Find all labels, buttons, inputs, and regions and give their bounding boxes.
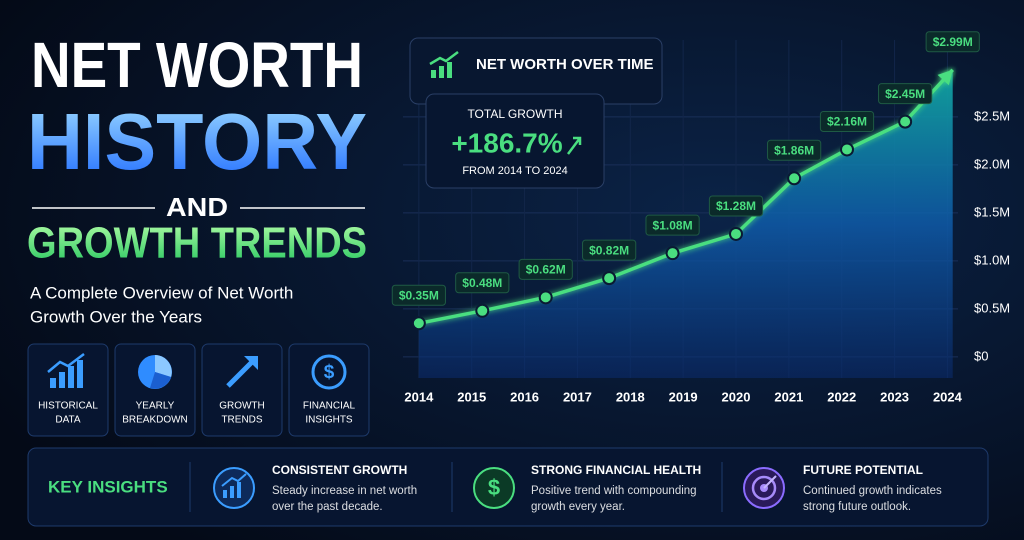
feature-label: GROWTH <box>219 401 265 412</box>
feature-label: BREAKDOWN <box>122 415 188 426</box>
x-tick-label: 2024 <box>933 389 963 404</box>
x-tick-label: 2016 <box>510 389 539 404</box>
x-tick-label: 2017 <box>563 389 592 404</box>
value-label-box <box>391 284 446 306</box>
value-label: $0.62M <box>526 263 566 277</box>
subtitle: Growth Over the Years <box>30 307 202 326</box>
x-tick-label: 2014 <box>404 389 434 404</box>
feature-card: $ FINANCIAL INSIGHTS <box>288 343 370 437</box>
value-label: $2.16M <box>827 115 867 129</box>
growth-period: FROM 2014 TO 2024 <box>462 165 567 177</box>
feature-label: DATA <box>55 415 81 426</box>
card <box>288 343 370 437</box>
growth-label: TOTAL GROWTH <box>467 107 562 121</box>
feature-label: TRENDS <box>221 415 262 426</box>
insight-icon: $ <box>473 467 515 509</box>
svg-text:$: $ <box>488 475 500 500</box>
point <box>840 142 854 157</box>
title-line: AND <box>166 192 228 222</box>
value-label: $1.28M <box>716 199 756 213</box>
feature-label: FINANCIAL <box>303 401 356 412</box>
title-line: NET WORTH <box>31 29 363 101</box>
subtitle: A Complete Overview of Net Worth <box>30 283 293 302</box>
value-label-box <box>925 31 980 53</box>
y-tick-label: $0 <box>974 348 988 363</box>
x-tick-label: 2022 <box>827 389 856 404</box>
feature-card: YEARLY BREAKDOWN <box>114 343 196 437</box>
y-tick-label: $2.0M <box>974 156 1010 171</box>
value-label: $2.99M <box>933 35 973 49</box>
point <box>665 246 680 261</box>
point <box>729 226 743 241</box>
value-label: $2.45M <box>885 87 925 101</box>
title-line: HISTORY <box>27 97 367 186</box>
point <box>602 271 617 286</box>
insight-title: FUTURE POTENTIAL <box>803 463 923 477</box>
y-tick-label: $1.0M <box>974 252 1010 267</box>
x-tick-label: 2023 <box>880 389 909 404</box>
feature-card: GROWTH TRENDS <box>201 343 283 437</box>
value-label: $0.82M <box>589 243 629 257</box>
feature-label: HISTORICAL <box>38 401 98 412</box>
insight-icon <box>213 467 255 509</box>
x-tick-label: 2021 <box>774 389 803 404</box>
value-label-box <box>708 195 764 217</box>
feature-card: HISTORICAL DATA <box>27 343 109 437</box>
x-tick-label: 2018 <box>616 389 645 404</box>
insight-text: Positive trend with compounding <box>531 485 697 497</box>
insight-text: growth every year. <box>531 501 625 513</box>
value-label-box <box>455 272 510 294</box>
area <box>418 69 953 379</box>
value-label: $1.08M <box>653 218 693 232</box>
svg-text:$: $ <box>324 362 335 383</box>
insight-title: STRONG FINANCIAL HEALTH <box>531 463 701 477</box>
y-tick-label: $1.5M <box>974 204 1010 219</box>
point-arrow <box>937 69 953 86</box>
insight-text: Steady increase in net worth <box>272 485 417 497</box>
y-tick-label: $2.5M <box>974 108 1010 123</box>
chart-icon <box>429 51 459 78</box>
card <box>114 343 196 437</box>
icon <box>47 353 85 388</box>
line <box>418 68 954 326</box>
icon <box>138 355 172 389</box>
growth-value: +186.7% <box>451 127 562 158</box>
value-label-box <box>767 139 822 161</box>
chart-title: NET WORTH OVER TIME <box>476 56 654 73</box>
feature-label: YEARLY <box>136 401 175 412</box>
insights-heading: KEY INSIGHTS <box>48 477 168 496</box>
insight-icon <box>743 467 785 509</box>
insight-text: over the past decade. <box>272 501 383 513</box>
feature-label: INSIGHTS <box>305 415 353 426</box>
y-tick-label: $0.5M <box>974 300 1010 315</box>
value-label-box <box>878 83 933 105</box>
insight-text: Continued growth indicates <box>803 485 942 497</box>
x-tick-label: 2019 <box>669 389 698 404</box>
point <box>787 171 802 186</box>
growth-arrow <box>567 136 582 155</box>
card <box>201 343 283 437</box>
value-label-box <box>582 239 637 261</box>
x-tick-label: 2015 <box>457 389 486 404</box>
plot: $0.35M $0.48M $0.62M $0.82M $1.08M $1.28M $1.8… <box>391 31 980 379</box>
icon <box>226 356 258 388</box>
icon: $ <box>311 354 347 390</box>
point <box>898 114 913 129</box>
value-label: $0.48M <box>462 276 502 290</box>
card <box>27 343 109 437</box>
growth-box <box>425 93 605 189</box>
value-label-box <box>819 110 875 132</box>
point <box>538 290 553 305</box>
point <box>475 303 490 318</box>
value-label: $0.35M <box>399 288 439 302</box>
value-label-box <box>518 258 573 280</box>
value-label: $1.86M <box>774 143 814 157</box>
x-tick-label: 2020 <box>722 389 751 404</box>
insight-title: CONSISTENT GROWTH <box>272 463 407 477</box>
insight-text: strong future outlook. <box>803 501 911 513</box>
value-label-box <box>645 214 700 236</box>
title-line: GROWTH TRENDS <box>27 219 367 268</box>
point <box>411 316 426 331</box>
